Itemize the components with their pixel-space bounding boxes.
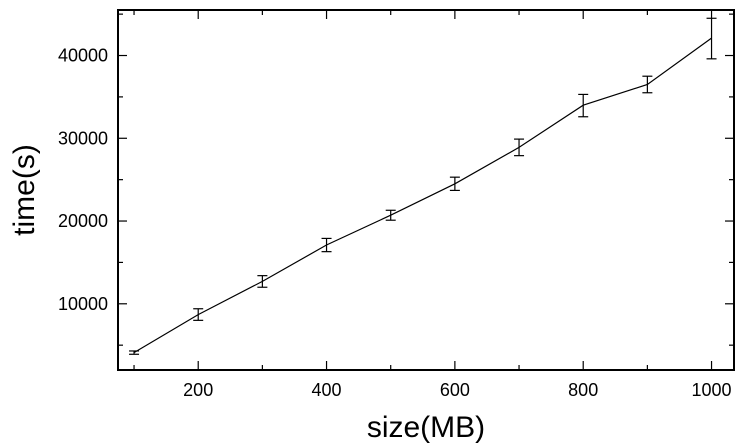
axis-ticks	[118, 10, 734, 370]
y-tick-label: 20000	[58, 211, 108, 231]
plot-frame	[117, 9, 735, 371]
error-bar	[193, 308, 204, 321]
x-axis-label: size(MB)	[367, 411, 485, 444]
error-bar	[385, 209, 396, 221]
error-bar	[706, 17, 717, 60]
error-bar	[578, 93, 589, 118]
x-tick-label: 400	[312, 380, 342, 400]
y-tick-label: 30000	[58, 128, 108, 148]
error-bar	[642, 75, 653, 94]
error-bar	[257, 275, 268, 288]
x-tick-label: 200	[183, 380, 213, 400]
y-tick-label: 10000	[58, 294, 108, 314]
y-tick-label: 40000	[58, 46, 108, 66]
error-bar	[129, 350, 140, 355]
x-tick-label: 600	[440, 380, 470, 400]
error-bar	[449, 176, 460, 192]
error-bar	[321, 237, 332, 253]
x-tick-label: 1000	[692, 380, 732, 400]
y-axis-label: time(s)	[8, 144, 41, 236]
tick-labels: 200 400 600 800 1000 10000 20000 30000 40000	[58, 46, 732, 400]
error-bars	[129, 17, 717, 355]
data-series	[133, 37, 712, 354]
error-bar	[514, 138, 525, 157]
x-tick-label: 800	[568, 380, 598, 400]
series-line	[133, 37, 712, 354]
